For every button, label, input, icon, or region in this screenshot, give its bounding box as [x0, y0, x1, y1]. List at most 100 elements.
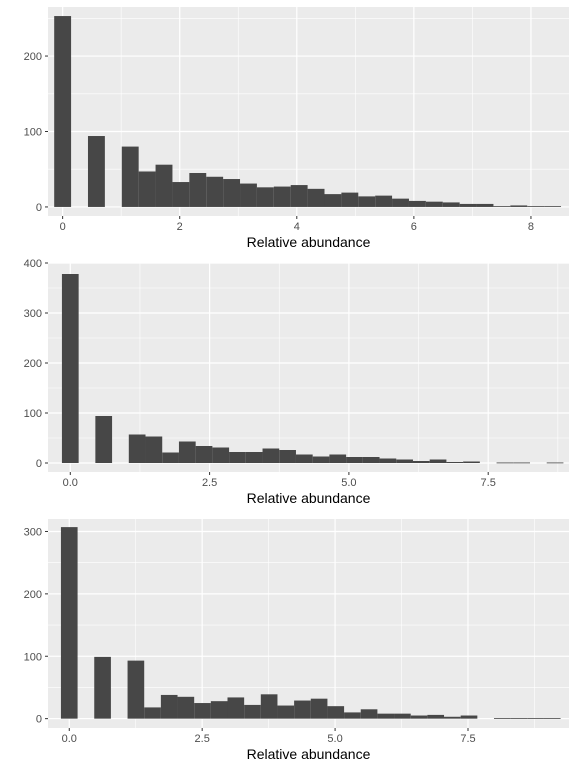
histogram-bar — [510, 205, 528, 207]
histogram-bar — [256, 187, 274, 207]
histogram-bar — [229, 452, 246, 463]
histogram-bar — [360, 709, 378, 719]
histogram-bar — [324, 194, 342, 207]
y-tick-label: 100 — [24, 651, 42, 663]
histogram-bar — [127, 660, 145, 719]
histogram-bar — [145, 436, 163, 463]
histogram-bar — [312, 456, 330, 463]
histogram-bar — [290, 185, 308, 207]
histogram-bar — [178, 441, 196, 463]
histogram-bar — [543, 718, 561, 719]
x-tick-label: 7.5 — [481, 477, 496, 489]
histogram-bar — [459, 203, 477, 207]
y-tick-label: 0 — [36, 714, 42, 726]
histogram-bar — [121, 146, 139, 207]
histogram-bar — [310, 698, 328, 719]
histogram-bar — [346, 457, 363, 463]
histogram-bar — [527, 206, 545, 207]
histogram-bar — [260, 694, 278, 719]
histogram-bar — [61, 274, 79, 463]
histogram-bar — [329, 454, 347, 463]
histogram-bar — [496, 462, 514, 464]
histogram-bar — [408, 200, 426, 207]
plot-panel — [48, 519, 569, 728]
histogram-bar — [410, 715, 428, 719]
y-tick-label: 400 — [24, 258, 42, 270]
y-tick-label: 0 — [36, 458, 42, 470]
histogram-bar — [510, 718, 528, 719]
histogram-bar — [144, 707, 161, 719]
x-tick-label: 7.5 — [460, 733, 475, 745]
histogram-bar — [194, 703, 211, 719]
y-tick-label: 100 — [24, 408, 42, 420]
histogram-bar — [212, 447, 230, 463]
plot-panel — [48, 263, 569, 472]
histogram-bar — [463, 461, 480, 463]
histogram-bar — [396, 459, 413, 463]
x-tick-label: 2 — [177, 221, 183, 233]
histogram-bar — [95, 416, 113, 463]
histogram-bar — [527, 718, 544, 719]
histogram-bar — [394, 713, 411, 719]
histogram-bar — [279, 450, 296, 463]
histogram-bar — [307, 188, 325, 207]
y-tick-label: 200 — [24, 589, 42, 601]
histogram-bar — [160, 694, 178, 719]
histogram-bar — [206, 176, 224, 207]
histogram-bar — [375, 195, 393, 207]
histogram-bar — [379, 458, 397, 463]
histogram-bar — [513, 462, 530, 464]
histogram-chart-3: 0.0 2.5 5.0 7.5 0 100 200 300 Relative abundance — [24, 519, 569, 762]
x-axis-title: Relative abundance — [247, 490, 371, 506]
histogram-bar — [262, 448, 280, 463]
x-tick-label: 0.0 — [62, 733, 77, 745]
histogram-bar — [442, 202, 460, 207]
histogram-bar — [460, 715, 478, 719]
histogram-bar — [546, 462, 564, 464]
histogram-bar — [172, 182, 190, 207]
histogram-bar — [240, 183, 257, 207]
histogram-bar — [412, 461, 430, 463]
histogram-bar — [244, 704, 261, 719]
histogram-chart-2: 0.0 2.5 5.0 7.5 0 100 200 300 400 Relative abunda… — [24, 258, 569, 506]
histogram-bar — [493, 718, 511, 719]
histogram-bar — [377, 713, 395, 719]
histogram-bar — [295, 454, 313, 463]
histogram-bar — [162, 452, 179, 463]
histogram-bar — [177, 696, 195, 719]
x-tick-label: 5.0 — [327, 733, 342, 745]
histogram-bar — [273, 186, 291, 207]
histogram-bar — [138, 171, 156, 207]
histogram-bar — [341, 192, 359, 207]
histogram-bar — [392, 198, 409, 207]
histogram-bar — [476, 203, 494, 207]
histogram-bar — [344, 712, 361, 719]
histogram-bar — [446, 462, 464, 463]
histogram-bar — [210, 701, 228, 719]
y-tick-label: 100 — [24, 126, 42, 138]
histogram-bar — [493, 206, 511, 207]
y-tick-label: 200 — [24, 358, 42, 370]
x-tick-label: 2.5 — [195, 733, 210, 745]
histogram-bar — [294, 700, 311, 719]
histogram-bar — [327, 706, 345, 719]
y-tick-label: 300 — [24, 308, 42, 320]
histogram-bar — [358, 196, 376, 207]
x-tick-label: 2.5 — [202, 477, 217, 489]
histogram-bar — [227, 697, 245, 719]
x-axis-title: Relative abundance — [247, 234, 371, 250]
histogram-bar — [155, 164, 173, 207]
histogram-bar — [429, 459, 447, 463]
y-tick-label: 200 — [24, 51, 42, 63]
histogram-bar — [223, 179, 241, 207]
histogram-bar — [544, 206, 562, 207]
histogram-bar — [427, 714, 445, 719]
x-axis-title: Relative abundance — [247, 746, 371, 762]
x-tick-label: 8 — [528, 221, 534, 233]
x-tick-label: 0 — [60, 221, 66, 233]
x-tick-label: 5.0 — [341, 477, 356, 489]
histogram-bar — [245, 452, 263, 463]
histogram-bar — [54, 16, 72, 207]
x-tick-label: 4 — [294, 221, 300, 233]
